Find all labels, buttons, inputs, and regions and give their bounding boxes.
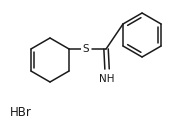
Text: S: S bbox=[83, 44, 89, 54]
Text: HBr: HBr bbox=[10, 106, 32, 119]
Text: NH: NH bbox=[99, 74, 115, 84]
